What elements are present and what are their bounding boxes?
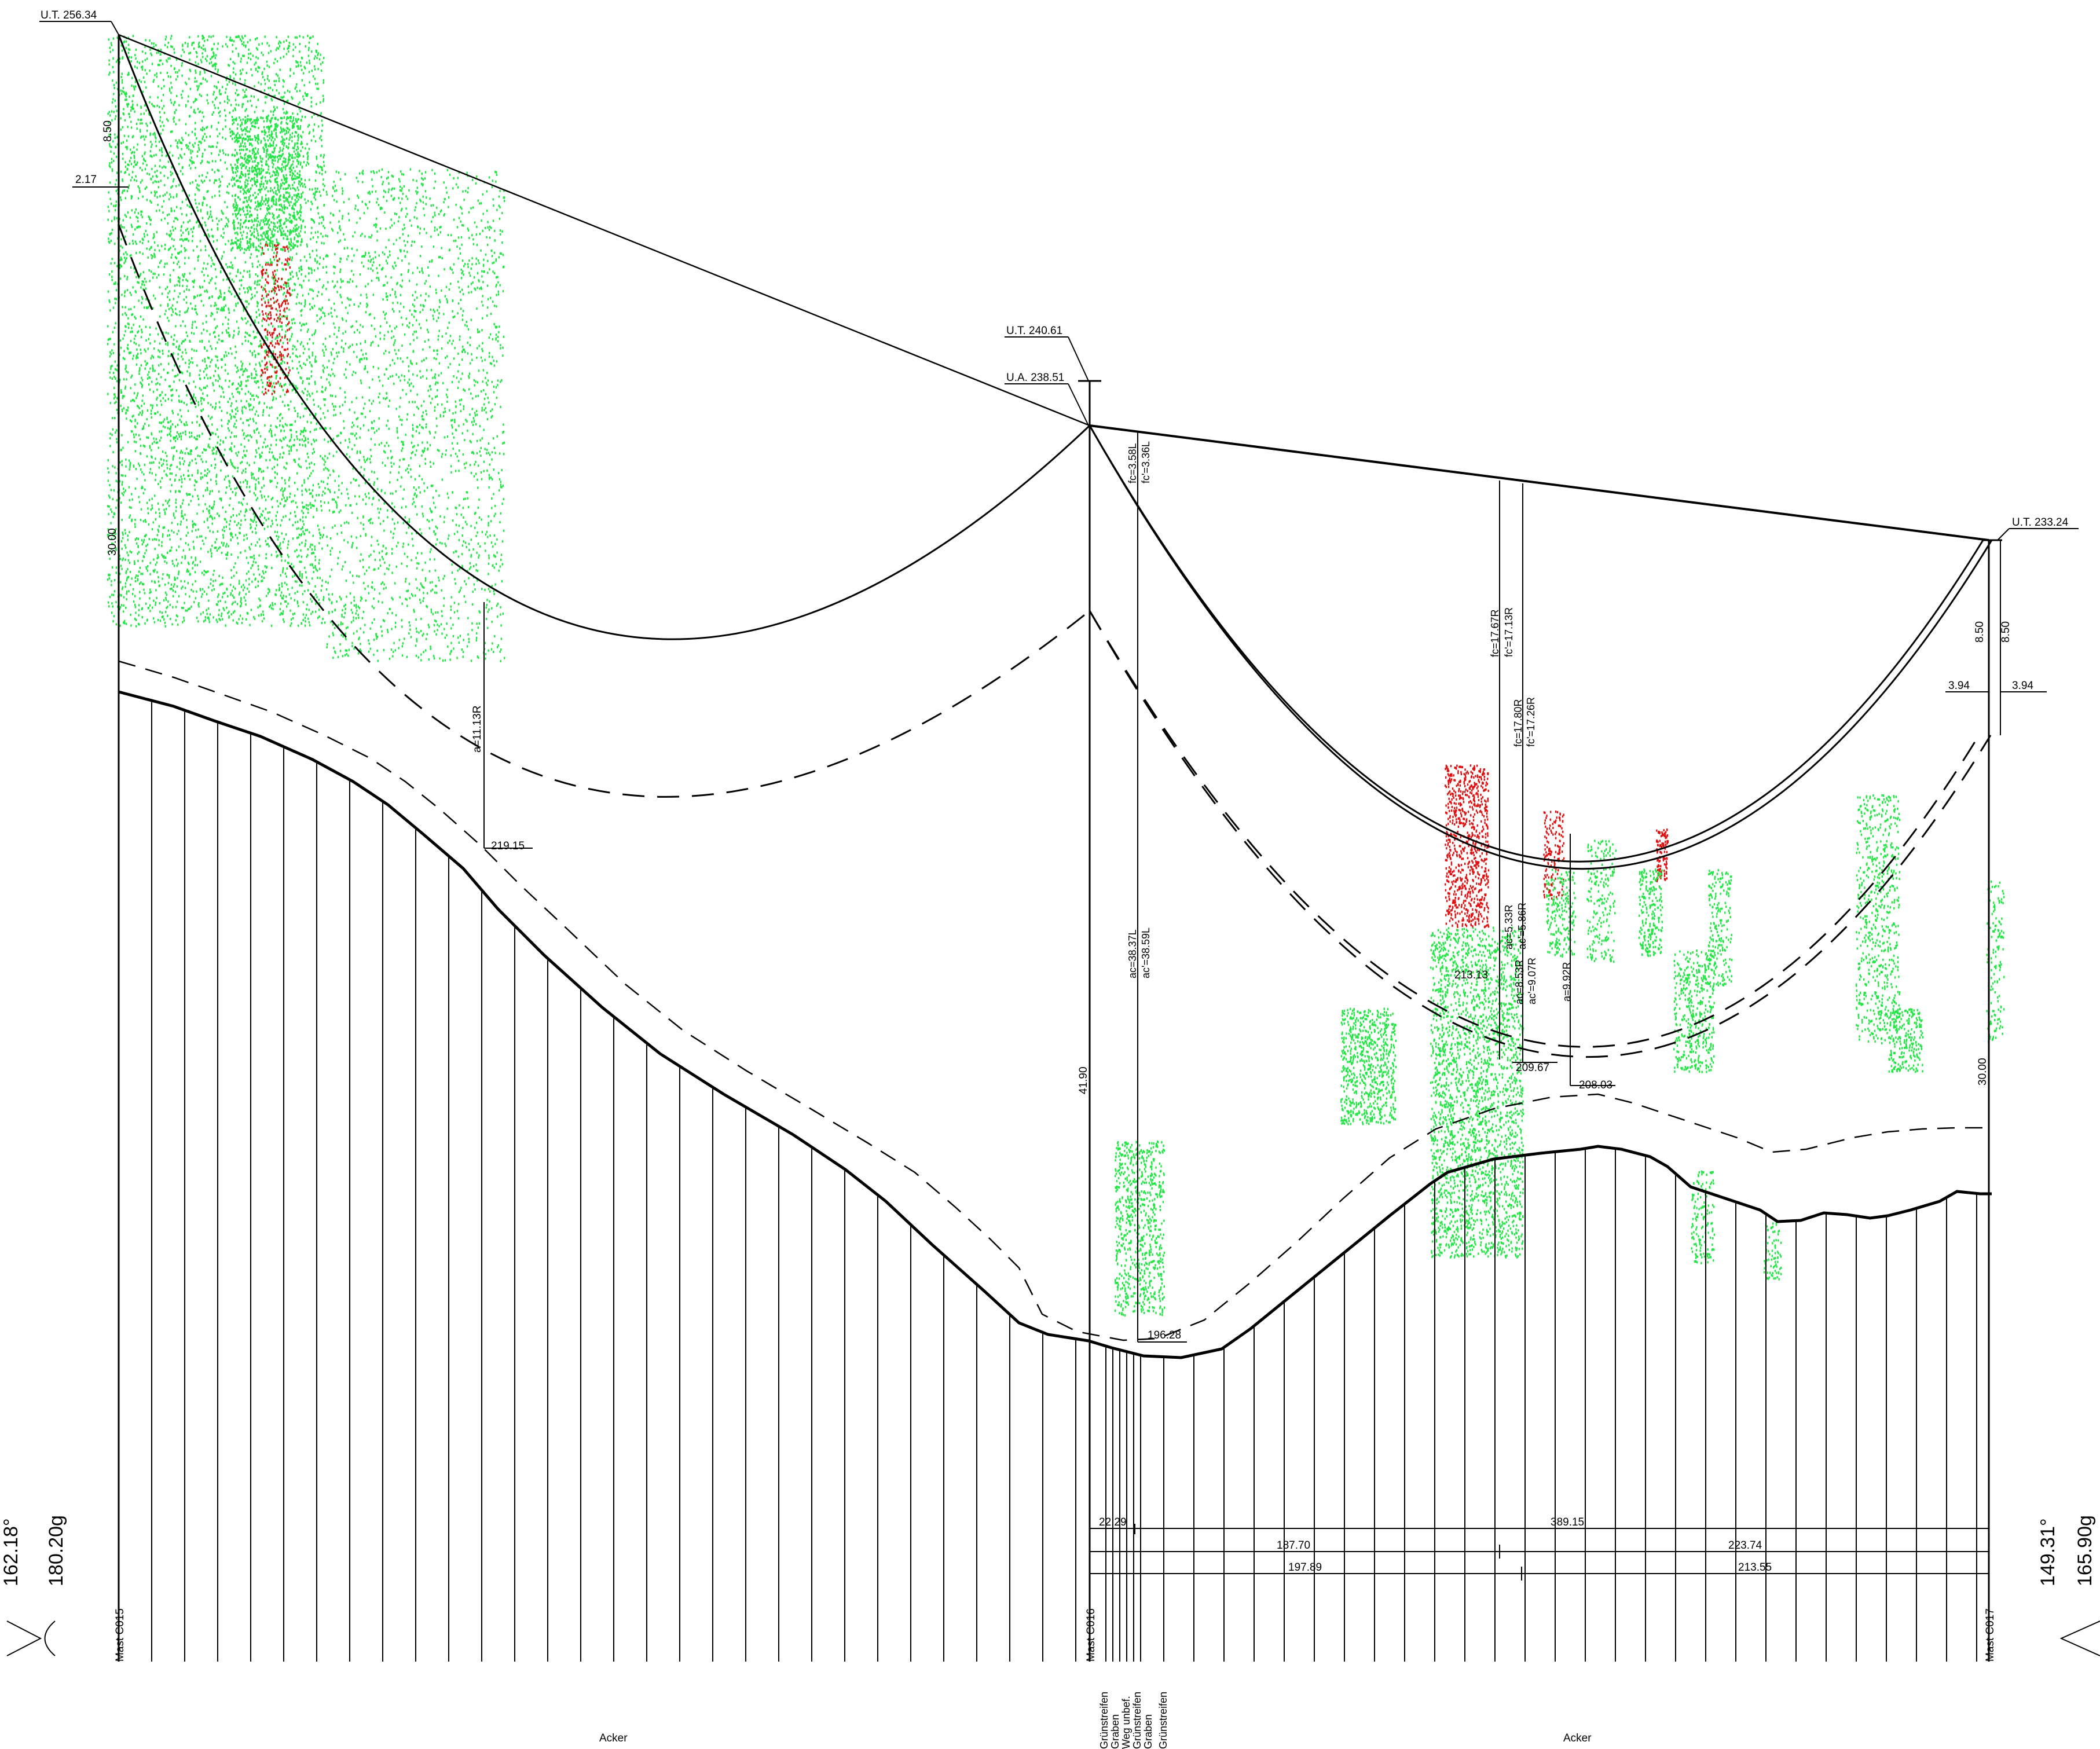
vegetation-cluster — [324, 168, 505, 662]
vegetation-cluster — [1586, 839, 1617, 963]
conductor-curve-span2-dashed-a — [1089, 610, 1980, 1048]
dim-span2: fc=17.67R fc'=17.13R fc=17.80R fc'=17.26… — [1454, 481, 1615, 1091]
vegetation-cluster — [1708, 869, 1733, 987]
vegetation-cluster — [1115, 1141, 1166, 1317]
mast-c015-label: Mast C015 — [114, 1608, 126, 1662]
vegetation-cluster — [1888, 1007, 1924, 1073]
mast-c016-label: Mast C016 — [1085, 1608, 1097, 1662]
conductor-curve-span2-dashed-b — [1089, 610, 1992, 1058]
ut-label-c015: U.T. 256.34 — [39, 9, 119, 35]
span-dimensions — [1090, 1524, 1989, 1581]
vegetation-point-cloud — [107, 35, 2005, 1317]
vegetation-cluster — [1546, 868, 1577, 958]
conductor-curve-span2-a — [1089, 425, 1984, 863]
ground-use-left: Acker — [599, 1732, 628, 1744]
ground-feature-labels: Grünstreifen Graben Weg unbef. Grünstrei… — [1098, 1692, 1169, 1749]
vegetation-cluster — [1856, 794, 1901, 1044]
chord-line-c016-c017 — [1089, 424, 1989, 541]
vegetation-cluster — [1691, 1170, 1716, 1264]
terrain-clearance-dashed — [118, 660, 1992, 1341]
conductor-curve-span2-b — [1089, 425, 1993, 870]
vegetation-cluster — [1340, 1007, 1397, 1125]
conductor-curve-span1-dashed — [118, 224, 1090, 798]
span-dimension-labels: 22.29 389.15 187.70 223.74 197.89 213.55 — [1099, 1516, 1772, 1574]
dim-right-mast: 3.94 3.94 8.50 8.50 30.00 — [1945, 621, 2047, 1086]
ground-hatching — [118, 692, 1977, 1662]
clearance-span1: a=11.13R 219.15 — [471, 602, 533, 852]
vegetation-conflict-cluster — [1445, 764, 1490, 929]
ua-label-c016: U.A. 238.51 — [1005, 372, 1089, 426]
terrain-profile-line — [118, 690, 1992, 1359]
vegetation-cluster — [1430, 926, 1524, 1259]
ground-use-right: Acker — [1563, 1732, 1592, 1744]
vegetation-cluster — [1639, 868, 1663, 957]
ut-label-c017: U.T. 233.24 — [1997, 516, 2079, 541]
mast-c017-label: Mast C017 — [1984, 1608, 1996, 1662]
vegetation-cluster — [107, 35, 326, 628]
chord-line-c015-c016 — [118, 34, 1090, 427]
angle-left: 162.18° 180.20g — [0, 1515, 67, 1656]
ut-label-c016: U.T. 240.61 — [1005, 325, 1089, 382]
dim-left-mast: 2.17 8.50 30.00 — [72, 120, 129, 556]
dim-mast-c016: fc=3.58L fc'=3.36L ac=38.37L ac'=38.59L … — [1078, 431, 1187, 1343]
angle-right: 149.31° 165.90g — [2037, 1515, 2100, 1656]
conductor-curve-span1 — [118, 34, 1091, 640]
vegetation-conflict-cluster — [261, 243, 291, 395]
vegetation-cluster — [1673, 949, 1715, 1073]
vegetation-conflict-cluster — [1543, 811, 1565, 900]
